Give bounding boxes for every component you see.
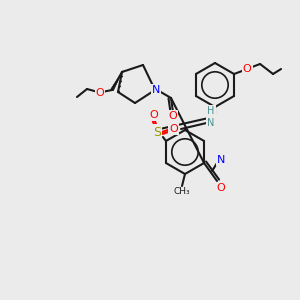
Text: CH₃: CH₃ — [174, 188, 190, 196]
Text: O: O — [169, 111, 177, 121]
Text: N: N — [152, 85, 160, 95]
Text: O: O — [169, 124, 178, 134]
Text: O: O — [150, 110, 158, 120]
Text: O: O — [243, 64, 251, 74]
Polygon shape — [111, 72, 122, 91]
Text: S: S — [153, 125, 161, 139]
Text: H
N: H N — [207, 106, 215, 128]
Text: O: O — [217, 183, 225, 193]
Text: O: O — [96, 88, 104, 98]
Text: N: N — [217, 155, 225, 165]
